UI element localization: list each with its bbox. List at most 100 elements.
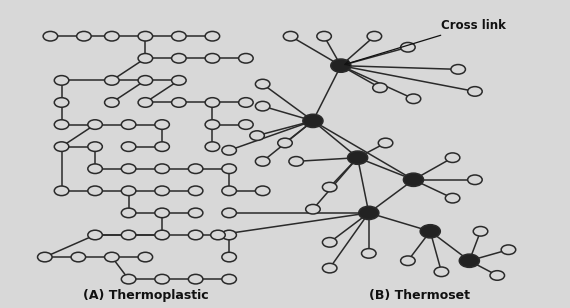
Circle shape (88, 230, 103, 240)
Circle shape (255, 79, 270, 89)
Circle shape (255, 101, 270, 111)
Circle shape (121, 230, 136, 240)
Circle shape (222, 274, 237, 284)
Circle shape (406, 94, 421, 103)
Circle shape (420, 225, 440, 238)
Circle shape (490, 271, 504, 280)
Circle shape (473, 226, 488, 236)
Circle shape (404, 173, 424, 186)
Circle shape (71, 252, 86, 262)
Circle shape (222, 164, 237, 173)
Circle shape (104, 31, 119, 41)
Circle shape (138, 98, 153, 107)
Circle shape (367, 31, 382, 41)
Circle shape (401, 256, 415, 265)
Circle shape (331, 59, 351, 72)
Circle shape (155, 164, 169, 173)
Circle shape (121, 120, 136, 129)
Circle shape (211, 230, 225, 240)
Circle shape (138, 75, 153, 85)
Circle shape (222, 208, 237, 218)
Circle shape (317, 31, 331, 41)
Circle shape (155, 230, 169, 240)
Circle shape (323, 237, 337, 247)
Text: (B) Thermoset: (B) Thermoset (369, 289, 470, 302)
Circle shape (323, 182, 337, 192)
Circle shape (155, 186, 169, 196)
Circle shape (54, 186, 69, 196)
Circle shape (378, 138, 393, 148)
Circle shape (348, 151, 368, 164)
Circle shape (76, 31, 91, 41)
Circle shape (104, 98, 119, 107)
Circle shape (283, 31, 298, 41)
Circle shape (501, 245, 516, 254)
Circle shape (467, 175, 482, 184)
Circle shape (88, 186, 103, 196)
Circle shape (303, 114, 323, 128)
Circle shape (54, 98, 69, 107)
Circle shape (188, 274, 203, 284)
Circle shape (222, 146, 237, 155)
Circle shape (188, 230, 203, 240)
Circle shape (88, 142, 103, 152)
Circle shape (54, 142, 69, 152)
Circle shape (222, 230, 237, 240)
Circle shape (121, 142, 136, 152)
Circle shape (88, 120, 103, 129)
Circle shape (104, 75, 119, 85)
Circle shape (172, 31, 186, 41)
Circle shape (205, 142, 219, 152)
Circle shape (138, 54, 153, 63)
Circle shape (121, 164, 136, 173)
Circle shape (255, 186, 270, 196)
Circle shape (54, 120, 69, 129)
Circle shape (188, 208, 203, 218)
Circle shape (205, 54, 219, 63)
Circle shape (155, 120, 169, 129)
Circle shape (359, 206, 379, 220)
Circle shape (239, 98, 253, 107)
Circle shape (121, 208, 136, 218)
Circle shape (306, 205, 320, 214)
Circle shape (205, 98, 219, 107)
Circle shape (155, 274, 169, 284)
Circle shape (361, 249, 376, 258)
Circle shape (138, 252, 153, 262)
Circle shape (205, 120, 219, 129)
Circle shape (188, 164, 203, 173)
Circle shape (121, 186, 136, 196)
Circle shape (451, 65, 466, 74)
Circle shape (121, 274, 136, 284)
Circle shape (459, 254, 479, 267)
Circle shape (222, 252, 237, 262)
Circle shape (250, 131, 264, 140)
Circle shape (445, 193, 460, 203)
Circle shape (155, 208, 169, 218)
Text: (A) Thermoplastic: (A) Thermoplastic (83, 289, 208, 302)
Text: Cross link: Cross link (345, 19, 506, 65)
Circle shape (323, 263, 337, 273)
Circle shape (155, 142, 169, 152)
Circle shape (401, 43, 415, 52)
Circle shape (104, 252, 119, 262)
Circle shape (205, 31, 219, 41)
Circle shape (467, 87, 482, 96)
Circle shape (445, 153, 460, 162)
Circle shape (88, 164, 103, 173)
Circle shape (373, 83, 387, 92)
Circle shape (172, 98, 186, 107)
Circle shape (54, 75, 69, 85)
Circle shape (278, 138, 292, 148)
Circle shape (289, 156, 303, 166)
Circle shape (434, 267, 449, 277)
Circle shape (239, 54, 253, 63)
Circle shape (255, 156, 270, 166)
Circle shape (172, 75, 186, 85)
Circle shape (188, 186, 203, 196)
Circle shape (172, 54, 186, 63)
Circle shape (43, 31, 58, 41)
Circle shape (38, 252, 52, 262)
Circle shape (222, 186, 237, 196)
Circle shape (138, 31, 153, 41)
